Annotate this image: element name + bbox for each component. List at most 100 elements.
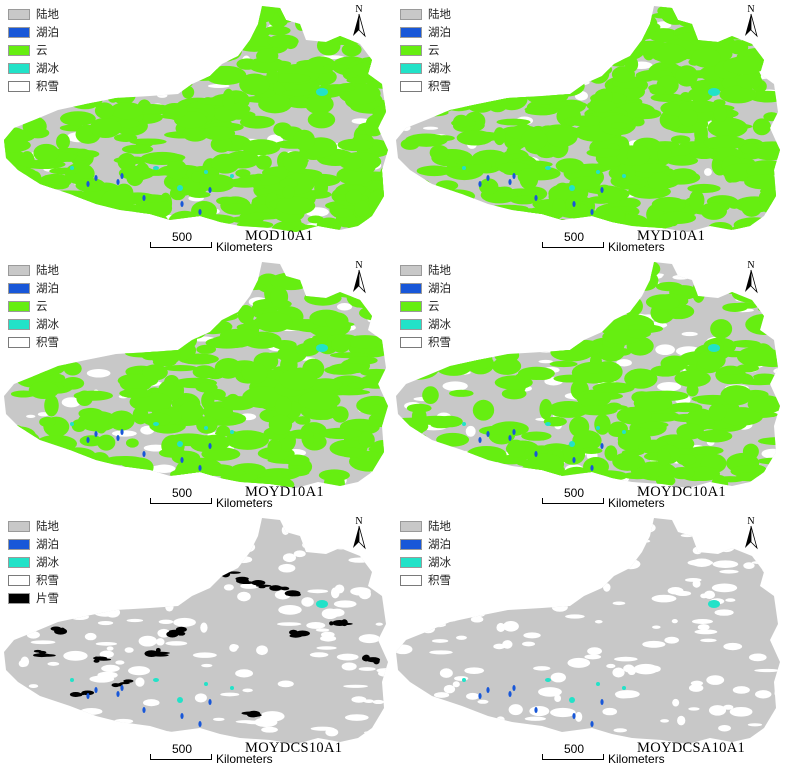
- cloud-patch: [539, 398, 553, 420]
- cloud-patch: [619, 198, 641, 209]
- snow-patch: [602, 559, 611, 570]
- cloud-patch: [295, 416, 311, 425]
- cloud-patch: [520, 69, 552, 88]
- cloud-patch: [549, 100, 588, 110]
- legend-item-lake-ice: 湖冰: [400, 316, 451, 332]
- cloud-patch: [267, 34, 299, 49]
- north-arrow-icon: N: [346, 4, 372, 38]
- cloud-patch: [685, 466, 721, 482]
- cloud-patch: [203, 469, 247, 477]
- cloud-patch: [715, 368, 742, 376]
- snow-patch: [723, 704, 734, 710]
- legend-item-snow: 积雪: [8, 572, 59, 588]
- north-label: N: [355, 516, 363, 527]
- cloud-patch: [438, 189, 476, 203]
- cloud-patch: [141, 351, 160, 361]
- snow-patch: [348, 557, 371, 563]
- snow-patch: [358, 634, 381, 644]
- cloud-patch: [452, 313, 484, 334]
- cloud-patch: [16, 159, 40, 167]
- snow-patch: [220, 692, 240, 697]
- cloud-patch: [604, 445, 618, 461]
- lake: [572, 457, 576, 463]
- cloud-patch: [537, 28, 563, 35]
- snow-patch: [422, 126, 439, 130]
- legend-label: 积雪: [428, 335, 451, 349]
- snow-patch: [182, 314, 200, 323]
- legend-item-lake: 湖泊: [8, 536, 59, 552]
- cloud-patch: [422, 386, 439, 405]
- snow-patch: [409, 374, 418, 378]
- cloud-patch: [101, 311, 143, 334]
- cloud-patch: [476, 302, 491, 312]
- cloud-patch: [584, 54, 608, 62]
- cloud-patch: [453, 91, 494, 109]
- cloud-patch: [82, 89, 96, 109]
- cloud-patch: [696, 350, 726, 371]
- snow-patch: [7, 698, 27, 707]
- cloud-patch: [304, 18, 346, 32]
- snow-patch: [307, 589, 329, 594]
- cloud-patch: [272, 339, 297, 350]
- cloud-patch: [660, 6, 691, 25]
- legend-swatch: [8, 574, 30, 586]
- legend-label: 湖冰: [428, 61, 451, 75]
- cloud-patch: [583, 456, 609, 477]
- cloud-patch: [347, 356, 378, 365]
- snow-patch: [303, 29, 319, 33]
- cloud-patch: [668, 402, 703, 413]
- patch-snow: [332, 619, 347, 627]
- lake: [68, 453, 72, 459]
- legend-label: 湖泊: [428, 537, 451, 551]
- lake: [116, 691, 120, 697]
- snow-patch: [606, 663, 616, 669]
- snow-patch: [729, 706, 753, 717]
- snow-patch: [559, 544, 585, 554]
- snow-patch: [743, 562, 755, 569]
- cloud-patch: [649, 85, 667, 96]
- snow-patch: [336, 303, 353, 311]
- cloud-patch: [608, 421, 628, 437]
- cloud-patch: [142, 364, 168, 381]
- snow-patch: [315, 628, 330, 632]
- legend-swatch: [8, 26, 30, 38]
- snow-patch: [660, 719, 670, 723]
- cloud-patch: [216, 425, 231, 437]
- cloud-patch: [517, 14, 551, 32]
- snow-patch: [105, 549, 132, 560]
- snow-patch: [619, 294, 642, 299]
- cloud-patch: [492, 56, 513, 65]
- cloud-patch: [173, 211, 210, 220]
- cloud-patch: [210, 153, 240, 174]
- cloud-patch: [552, 55, 589, 71]
- cloud-patch: [166, 284, 185, 293]
- cloud-patch: [485, 204, 529, 212]
- cloud-patch: [702, 16, 739, 32]
- lake: [198, 721, 202, 727]
- snow-patch: [132, 558, 146, 568]
- cloud-patch: [216, 196, 238, 206]
- snow-patch: [533, 666, 551, 671]
- snow-patch: [767, 518, 780, 529]
- snow-patch: [457, 83, 469, 93]
- lake: [142, 451, 146, 457]
- lake-ice: [177, 441, 183, 447]
- cloud-patch: [535, 51, 578, 68]
- cloud-patch: [687, 87, 713, 102]
- snow-patch: [194, 693, 207, 703]
- patch-snow: [366, 657, 381, 663]
- cloud-patch: [550, 343, 594, 362]
- cloud-patch: [669, 168, 697, 181]
- cloud-patch: [315, 275, 347, 290]
- legend-item-lake: 湖泊: [400, 280, 451, 296]
- cloud-patch: [457, 221, 488, 232]
- cloud-patch: [83, 6, 100, 25]
- snow-patch: [431, 639, 449, 643]
- snow-patch: [451, 718, 460, 725]
- cloud-patch: [476, 317, 520, 334]
- map-canvas: [4, 6, 388, 232]
- snow-patch: [691, 619, 713, 625]
- snow-patch: [508, 704, 523, 716]
- cloud-patch: [124, 457, 154, 478]
- cloud-patch: [200, 21, 228, 29]
